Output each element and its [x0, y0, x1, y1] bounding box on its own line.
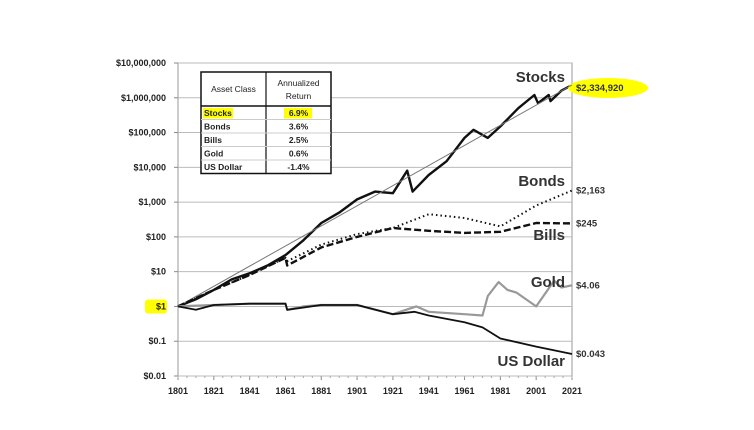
- series-line-us-dollar: [177, 302, 573, 355]
- series-label: Bills: [533, 227, 565, 244]
- series-line-stocks: [177, 83, 573, 308]
- end-label: $245: [576, 218, 598, 229]
- series-label: Stocks: [516, 69, 565, 86]
- highlight-start: [145, 299, 167, 314]
- x-tick-label: 2001: [526, 386, 546, 396]
- x-tick-label: 2021: [562, 386, 582, 396]
- x-tick-label: 1961: [455, 386, 475, 396]
- series-line-bills: [177, 221, 573, 308]
- table-cell-return: 3.6%: [289, 122, 309, 132]
- y-tick-label: $1,000: [138, 197, 166, 207]
- x-tick-label: 1901: [347, 386, 367, 396]
- y-tick-label: $100,000: [128, 128, 166, 138]
- y-tick-label: $1: [156, 301, 166, 311]
- series-label: Bonds: [518, 173, 565, 190]
- y-tick-label: $10,000,000: [116, 58, 166, 68]
- highlight-stocks-end: [568, 77, 648, 98]
- end-label: $4.06: [576, 280, 600, 291]
- x-tick-label: 1941: [419, 386, 439, 396]
- x-tick-label: 1981: [490, 386, 510, 396]
- table-cell-asset: Bonds: [204, 122, 231, 132]
- series-label: Gold: [531, 274, 565, 291]
- y-tick-label: $100: [146, 232, 166, 242]
- table-header: Asset Class: [211, 84, 256, 94]
- y-tick-label: $10,000: [133, 162, 166, 172]
- table-cell-return: 6.9%: [289, 108, 309, 118]
- table-cell-return: 0.6%: [289, 149, 309, 159]
- x-tick-label: 1821: [204, 386, 224, 396]
- x-tick-label: 1921: [383, 386, 403, 396]
- table-cell-asset: Bills: [204, 135, 222, 145]
- table-header: Return: [286, 91, 312, 101]
- table-cell-asset: US Dollar: [204, 162, 243, 172]
- end-label: $0.043: [576, 349, 605, 360]
- table-cell-return: 2.5%: [289, 135, 309, 145]
- y-tick-label: $0.01: [143, 371, 166, 381]
- y-tick-label: $1,000,000: [121, 93, 166, 103]
- highlight-cell: [203, 108, 233, 119]
- end-label: $2,334,920: [576, 83, 624, 94]
- series-label: US Dollar: [497, 353, 565, 370]
- highlight-cell: [284, 108, 312, 119]
- end-label: $2,163: [576, 185, 605, 196]
- x-tick-label: 1801: [168, 386, 188, 396]
- table-cell-return: -1.4%: [287, 162, 310, 172]
- x-tick-label: 1881: [311, 386, 331, 396]
- trend-line: [177, 84, 573, 307]
- table-cell-asset: Stocks: [204, 108, 232, 118]
- x-tick-label: 1861: [275, 386, 295, 396]
- x-tick-label: 1841: [240, 386, 260, 396]
- table-cell-asset: Gold: [204, 149, 223, 159]
- y-tick-label: $0.1: [148, 336, 166, 346]
- y-tick-label: $10: [151, 267, 166, 277]
- table-header: Annualized: [277, 78, 319, 88]
